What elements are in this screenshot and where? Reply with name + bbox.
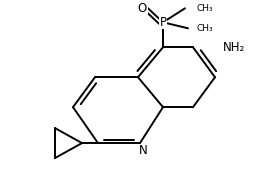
- Text: O: O: [138, 2, 147, 15]
- Text: P: P: [160, 16, 166, 29]
- Text: NH₂: NH₂: [223, 41, 246, 54]
- Text: CH₃: CH₃: [196, 24, 213, 33]
- Text: CH₃: CH₃: [196, 4, 213, 13]
- Text: N: N: [138, 144, 147, 157]
